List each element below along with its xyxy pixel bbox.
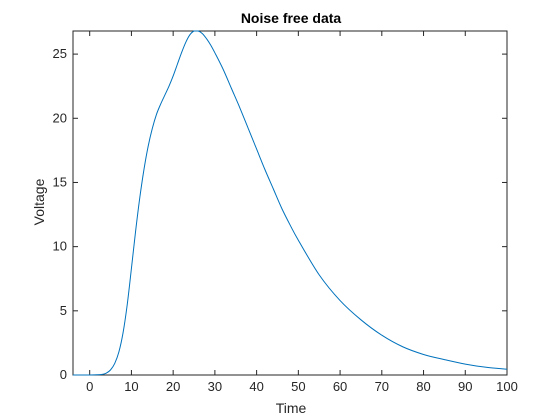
- x-tick-label: 0: [86, 379, 93, 394]
- x-axis-label: Time: [276, 400, 307, 416]
- chart-title: Noise free data: [241, 10, 342, 26]
- x-tick-label: 60: [333, 379, 347, 394]
- y-tick-label: 10: [53, 239, 67, 254]
- y-axis-label: Voltage: [31, 178, 47, 225]
- x-tick-label: 70: [375, 379, 389, 394]
- x-tick-label: 90: [458, 379, 472, 394]
- x-tick-label: 40: [249, 379, 263, 394]
- x-tick-label: 100: [496, 379, 518, 394]
- y-tick-label: 0: [60, 367, 67, 382]
- x-tick-label: 20: [166, 379, 180, 394]
- x-tick-label: 10: [124, 379, 138, 394]
- y-tick-label: 5: [60, 303, 67, 318]
- y-tick-label: 20: [53, 110, 67, 125]
- plot-area: 0 10 20 30 40 50 60 70 80 90 100 0 5 10 15 20 25: [53, 30, 518, 394]
- x-tick-label: 80: [416, 379, 430, 394]
- x-tick-label: 30: [208, 379, 222, 394]
- x-tick-label: 50: [291, 379, 305, 394]
- series-line: [73, 30, 508, 376]
- axes-box: [72, 30, 508, 376]
- y-tick-label: 25: [53, 46, 67, 61]
- y-tick-label: 15: [53, 174, 67, 189]
